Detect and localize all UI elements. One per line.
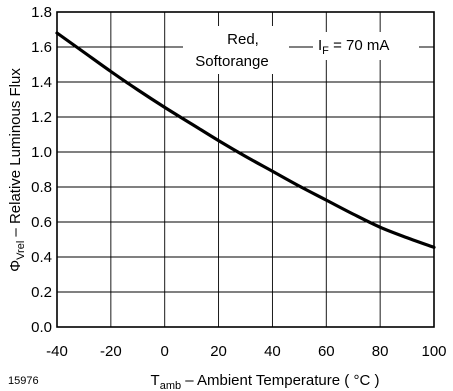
- y-tick-label: 0.6: [31, 214, 52, 231]
- y-tick-label: 1.2: [31, 109, 52, 126]
- x-tick-label: 80: [372, 343, 389, 360]
- x-tick-label: 40: [264, 343, 281, 360]
- condition-symbol: I: [318, 37, 322, 54]
- x-tick-label: -40: [46, 343, 68, 360]
- y-tick-label: 1.8: [31, 4, 52, 21]
- y-tick-labels: 0.0 0.2 0.4 0.6 0.8 1.0 1.2 1.4 1.6 1.8: [31, 4, 52, 336]
- series-line-flux: [55, 31, 436, 249]
- condition-subscript: F: [322, 45, 329, 57]
- y-tick-label: 0.2: [31, 284, 52, 301]
- x-axis-label: Tamb – Ambient Temperature ( °C ): [151, 372, 380, 391]
- x-tick-label: -20: [100, 343, 122, 360]
- x-axis-unit: ( °C ): [344, 372, 379, 389]
- y-axis-subscript: Vrel: [15, 241, 27, 260]
- x-tick-label: 60: [318, 343, 335, 360]
- series-label-line2: Softorange: [195, 53, 268, 70]
- y-tick-label: 1.6: [31, 39, 52, 56]
- y-axis-symbol: Φ: [7, 260, 24, 272]
- y-tick-label: 0.4: [31, 249, 52, 266]
- y-tick-label: 0.0: [31, 319, 52, 336]
- condition-label: IF = 70 mA: [318, 37, 389, 57]
- figure-number: 15976: [8, 375, 39, 387]
- plot-frame: [56, 11, 435, 328]
- y-axis-text: – Relative Luminous Flux: [7, 68, 24, 241]
- y-tick-label: 0.8: [31, 179, 52, 196]
- condition-label-background: [313, 32, 419, 60]
- y-tick-label: 1.0: [31, 144, 52, 161]
- x-axis-subscript: amb: [160, 380, 181, 391]
- annotation-boxes: [183, 26, 419, 74]
- x-tick-label: 100: [421, 343, 446, 360]
- series-label-background: [183, 26, 289, 74]
- x-axis-text: – Ambient Temperature: [181, 372, 344, 389]
- x-tick-label: 20: [210, 343, 227, 360]
- y-axis-label: ΦVrel – Relative Luminous Flux: [7, 68, 27, 272]
- y-tick-label: 1.4: [31, 74, 52, 91]
- series-label-line1: Red,: [227, 31, 259, 48]
- x-tick-labels: -40 -20 0 20 40 60 80 100: [46, 343, 446, 360]
- condition-text: = 70 mA: [329, 37, 389, 54]
- x-axis-symbol: T: [151, 372, 160, 389]
- x-tick-label: 0: [161, 343, 169, 360]
